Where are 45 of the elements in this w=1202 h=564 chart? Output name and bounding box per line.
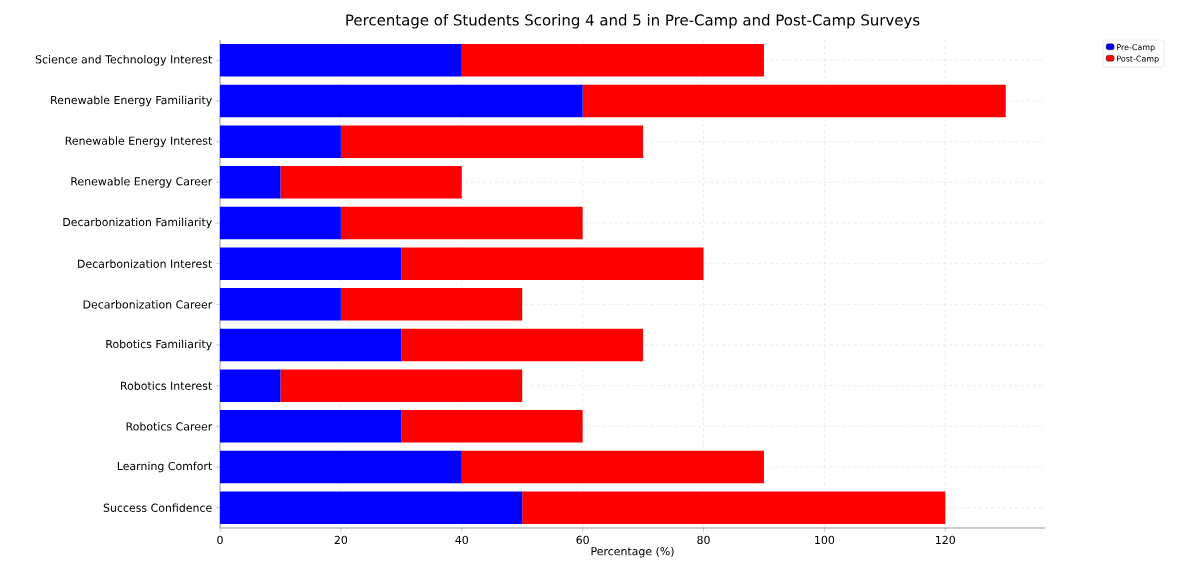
bar — [461, 450, 764, 484]
x-tick-label: 0 — [217, 535, 223, 545]
x-tick-label: 40 — [455, 535, 468, 545]
bar — [582, 84, 1006, 118]
y-tick-label: Robotics Career — [126, 422, 213, 431]
bar — [522, 491, 946, 524]
y-tick-label: Renewable Energy Interest — [65, 136, 212, 147]
x-tick-label: 120 — [936, 535, 955, 545]
chart-title: Percentage of Students Scoring 4 and 5 in Pre-Camp and Post-Camp Surveys — [346, 14, 920, 29]
y-tick-label: Renewable Energy Career — [71, 177, 213, 188]
bar — [340, 288, 523, 321]
bar — [280, 166, 462, 199]
bar — [461, 44, 764, 77]
y-tick-label: Robotics Interest — [121, 381, 212, 390]
x-tick-label: 100 — [815, 535, 835, 545]
bar — [280, 369, 523, 402]
x-tick-label: 80 — [697, 535, 710, 545]
y-tick-label: Decarbonization Interest — [78, 259, 212, 268]
bar — [220, 328, 402, 362]
bar — [220, 450, 462, 484]
bar — [220, 491, 523, 524]
bar — [220, 369, 281, 402]
bar — [220, 288, 341, 321]
x-tick-label: 60 — [576, 535, 589, 545]
bar — [401, 328, 644, 362]
bar — [401, 410, 583, 443]
bar — [220, 84, 583, 118]
bar — [340, 125, 644, 158]
bar — [401, 247, 704, 280]
bar — [220, 410, 402, 443]
x-axis-title: Percentage (%) — [591, 546, 674, 558]
y-tick-label: Learning Comfort — [117, 461, 212, 473]
y-tick-label: Renewable Energy Familiarity — [51, 95, 212, 107]
bar — [220, 44, 462, 77]
y-tick-label: Science and Technology Interest — [35, 55, 212, 66]
bar — [220, 166, 281, 199]
y-tick-label: Success Confidence — [103, 503, 212, 512]
x-tick-label: 20 — [334, 535, 348, 545]
bar — [220, 247, 402, 280]
y-tick-label: Decarbonization Career — [83, 300, 213, 309]
bar — [340, 206, 583, 240]
y-tick-label: Robotics Familiarity — [106, 339, 212, 351]
bar — [220, 206, 341, 240]
y-tick-label: Decarbonization Familiarity — [63, 217, 212, 229]
bar — [220, 125, 341, 158]
